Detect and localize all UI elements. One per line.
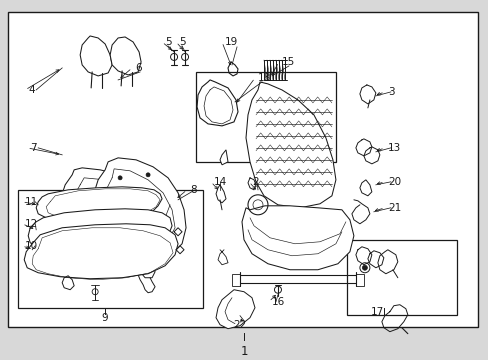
Text: 22: 22: [233, 320, 246, 330]
Text: 14: 14: [214, 177, 227, 187]
Polygon shape: [58, 168, 160, 268]
Text: 16: 16: [271, 297, 285, 307]
Text: 7: 7: [30, 143, 37, 153]
Text: 12: 12: [25, 219, 39, 229]
Text: 20: 20: [387, 177, 400, 187]
Polygon shape: [255, 84, 280, 121]
Circle shape: [287, 118, 291, 122]
Text: 3: 3: [387, 87, 394, 97]
Text: 21: 21: [387, 203, 400, 213]
Text: 1: 1: [240, 345, 247, 358]
Bar: [8, 12, 477, 327]
Polygon shape: [92, 158, 185, 266]
Text: 15: 15: [282, 57, 295, 67]
Polygon shape: [245, 82, 335, 208]
Text: 5: 5: [165, 37, 171, 47]
Polygon shape: [216, 290, 254, 329]
Polygon shape: [220, 150, 227, 165]
Circle shape: [118, 176, 122, 180]
Polygon shape: [110, 37, 141, 75]
Text: 19: 19: [224, 37, 238, 47]
Text: 11: 11: [25, 197, 39, 207]
Polygon shape: [377, 250, 397, 274]
Text: 13: 13: [387, 143, 400, 153]
Bar: [196, 72, 335, 162]
Text: 4: 4: [28, 85, 35, 95]
Text: 9: 9: [102, 313, 108, 323]
Text: 8: 8: [190, 185, 196, 195]
Polygon shape: [36, 187, 162, 222]
Polygon shape: [242, 206, 353, 270]
Polygon shape: [24, 224, 178, 279]
Text: 2: 2: [251, 177, 258, 187]
Circle shape: [362, 265, 366, 270]
Text: 6: 6: [135, 63, 142, 73]
Bar: [346, 240, 456, 315]
Text: 18: 18: [258, 73, 271, 83]
Text: 5: 5: [179, 37, 185, 47]
Circle shape: [146, 173, 150, 177]
Text: 10: 10: [25, 241, 38, 251]
Text: 17: 17: [370, 307, 384, 317]
Bar: [18, 190, 203, 308]
Polygon shape: [28, 209, 172, 255]
Polygon shape: [80, 36, 112, 76]
Polygon shape: [197, 80, 238, 126]
